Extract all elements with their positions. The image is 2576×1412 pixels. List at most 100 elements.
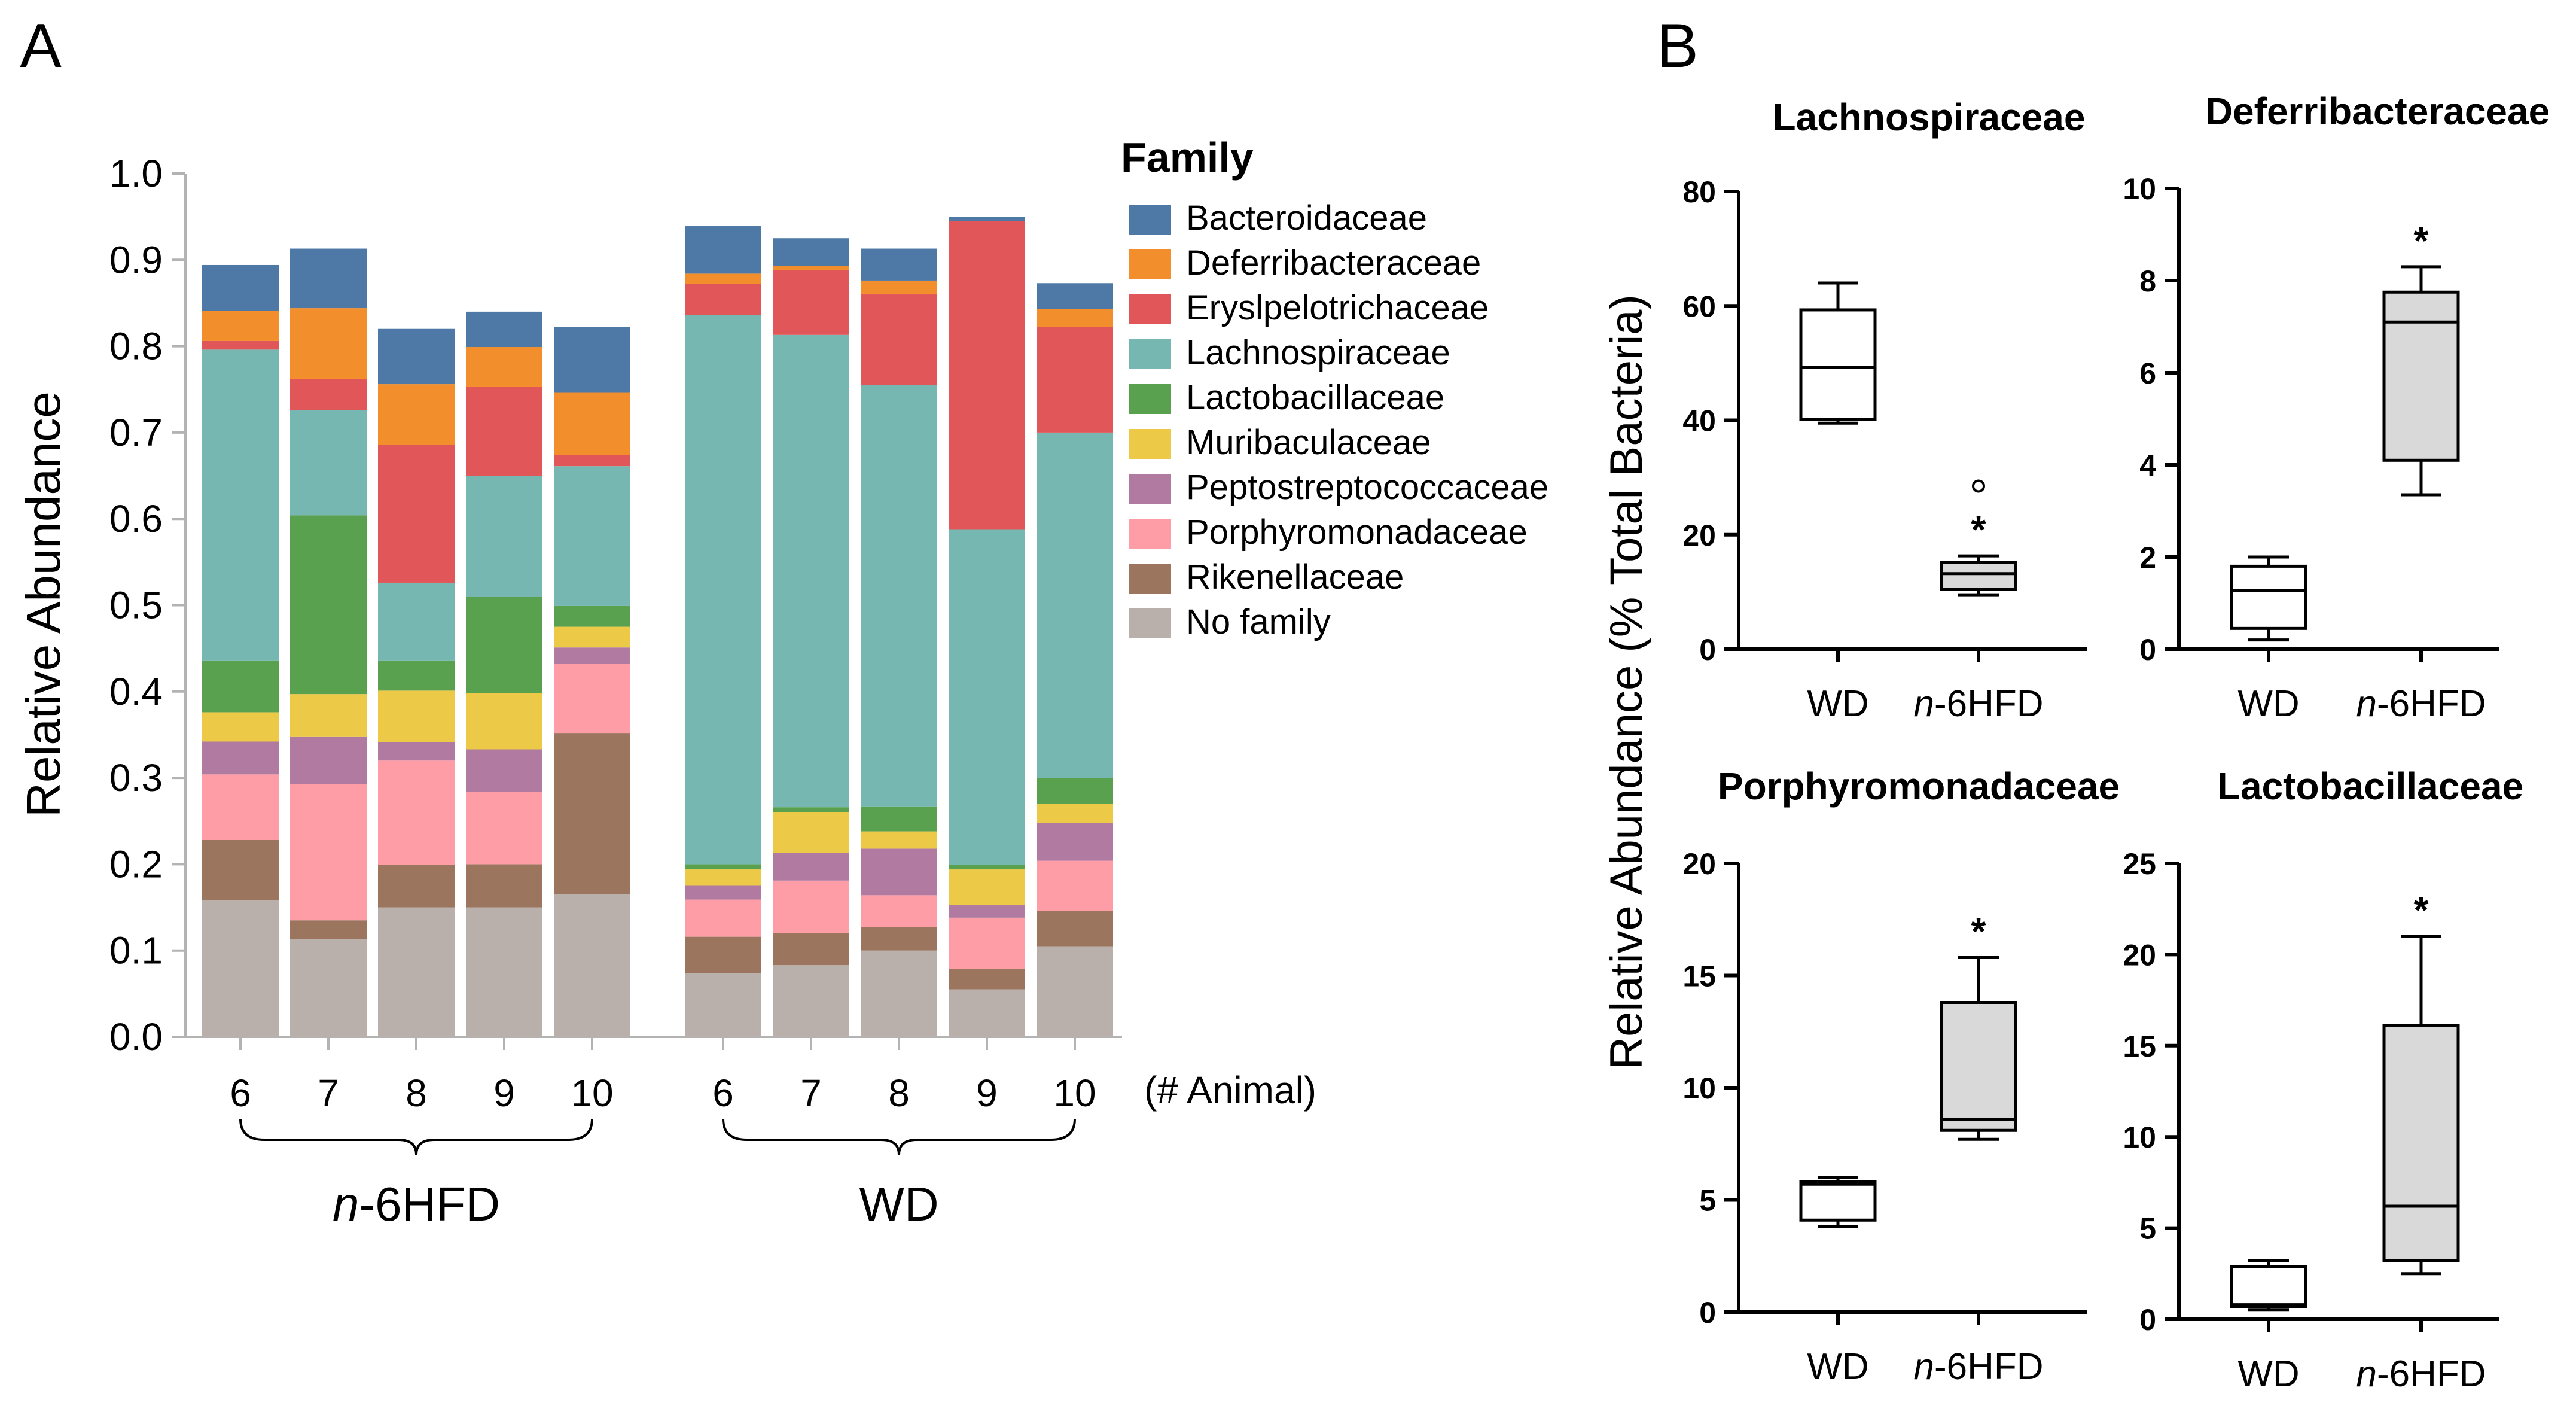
b1-category-text: WD: [1807, 683, 1868, 725]
a-bar-segment: [554, 455, 630, 467]
a-bar-segment: [466, 864, 542, 908]
b3-y-tick-label: 15: [1682, 960, 1716, 993]
b4-category-italic: n: [2356, 1353, 2376, 1395]
b4-y-tick-label: 20: [2123, 938, 2156, 972]
b1-title: Lachnospiraceae: [1773, 96, 2086, 139]
b4-y-tick-label: 5: [2139, 1212, 2156, 1246]
b2-category-label: n-6HFD: [2356, 683, 2486, 725]
a-bar-segment: [773, 238, 849, 266]
a-animal-label: 7: [318, 1072, 339, 1115]
b4-category-label: WD: [2237, 1353, 2299, 1395]
a-bar-segment: [466, 311, 542, 348]
a-y-tick-label: 0.1: [109, 929, 163, 972]
a-bar-segment: [290, 939, 367, 1037]
b2-category-text: -6HFD: [2377, 683, 2486, 725]
panel-a-label: A: [20, 11, 62, 81]
a-bar-segment: [1037, 911, 1113, 947]
a-bar-segment: [202, 349, 279, 661]
a-bar-segment: [773, 266, 849, 270]
a-bar-segment: [290, 410, 367, 516]
a-bar-segment: [773, 853, 849, 881]
a-bar-segment: [949, 917, 1025, 969]
a-bar-segment: [685, 864, 761, 870]
a-y-tick-label: 0.3: [109, 756, 163, 799]
a-bar-segment: [949, 969, 1025, 990]
legend-swatch: [1129, 608, 1171, 638]
a-bar-segment: [554, 664, 630, 734]
a-bar-segment: [861, 248, 937, 281]
b1-category-label: n-6HFD: [1913, 683, 2043, 725]
a-bar-segment: [773, 812, 849, 853]
legend-swatch: [1129, 205, 1171, 235]
a-bar-segment: [202, 340, 279, 350]
a-animal-label: 8: [406, 1072, 427, 1115]
a-bar-segment: [1037, 432, 1113, 778]
b-y-label: Relative Abundance (% Total Bacteria): [1601, 294, 1652, 1070]
b2-y-tick-label: 6: [2139, 357, 2156, 390]
legend-label: No family: [1186, 602, 1331, 641]
a-group-label-text: -6HFD: [359, 1177, 500, 1231]
a-bar-segment: [466, 749, 542, 792]
a-group-bracket: [239, 1118, 593, 1155]
legend-swatch: [1129, 474, 1171, 504]
b1-y-tick-label: 20: [1682, 519, 1716, 552]
a-bar-segment: [685, 899, 761, 937]
b4-y-tick-label: 15: [2123, 1030, 2156, 1063]
a-bar-segment: [378, 328, 455, 385]
a-bar-segment: [466, 907, 542, 1037]
b3-category-text: WD: [1807, 1346, 1868, 1387]
a-bar-segment: [202, 712, 279, 742]
legend-label: Lactobacillaceae: [1186, 378, 1444, 417]
a-bar-segment: [290, 920, 367, 939]
a-bar-segment: [554, 733, 630, 894]
a-bar-segment: [861, 806, 937, 832]
a-y-tick-label: 0.0: [109, 1015, 163, 1058]
a-bar-segment: [466, 597, 542, 693]
b4-category-text: -6HFD: [2377, 1353, 2486, 1395]
a-y-label: Relative Abundance: [17, 391, 70, 817]
b3-y-tick-label: 20: [1682, 847, 1716, 881]
a-bar-segment: [861, 831, 937, 849]
a-bar-segment: [378, 690, 455, 742]
legend-label: Porphyromonadaceae: [1186, 513, 1528, 552]
a-bar-segment: [466, 693, 542, 750]
b2-category-text: WD: [2237, 683, 2299, 725]
b2-y-tick-label: 0: [2139, 633, 2156, 667]
legend-label: Bacteroidaceae: [1186, 199, 1427, 238]
a-y-tick-label: 0.2: [109, 842, 163, 885]
a-animal-label: 7: [800, 1072, 822, 1115]
a-bar-segment: [378, 865, 455, 908]
a-bar-segment: [949, 865, 1025, 870]
a-animal-label: 10: [1053, 1072, 1096, 1115]
b2-category-label: WD: [2237, 683, 2299, 725]
b1-significance: *: [1971, 508, 1986, 551]
legend-label: Eryslpelotrichaceae: [1186, 288, 1489, 327]
a-y-tick-label: 0.9: [109, 238, 163, 281]
b3-y-tick-label: 10: [1682, 1072, 1716, 1105]
a-bar-segment: [773, 807, 849, 812]
b3-box: [1799, 1180, 1877, 1222]
a-bar-segment: [1037, 327, 1113, 433]
b1-y-tick-label: 80: [1682, 175, 1716, 209]
a-bar-segment: [202, 774, 279, 840]
a-bar-segment: [378, 660, 455, 691]
a-y-tick-label: 1.0: [109, 152, 163, 195]
b3-box: [1940, 1001, 2017, 1132]
legend-label: Lachnospiraceae: [1186, 333, 1450, 372]
b3-y-tick-label: 5: [1699, 1184, 1716, 1218]
a-group-bracket: [722, 1118, 1076, 1155]
panel-b-label: B: [1657, 11, 1698, 81]
a-bar-segment: [861, 895, 937, 927]
b4-significance: *: [2414, 888, 2429, 932]
a-animal-label: 8: [888, 1072, 910, 1115]
a-bar-segment: [685, 973, 761, 1037]
b1-y-tick-label: 40: [1682, 404, 1716, 438]
a-bar-segment: [685, 869, 761, 886]
b3-title: Porphyromonadaceae: [1718, 765, 2120, 808]
a-bar-segment: [1037, 804, 1113, 823]
a-animal-label: 6: [712, 1072, 734, 1115]
a-bar-segment: [861, 927, 937, 951]
a-bar-segment: [554, 392, 630, 455]
b2-box: [2230, 564, 2307, 630]
